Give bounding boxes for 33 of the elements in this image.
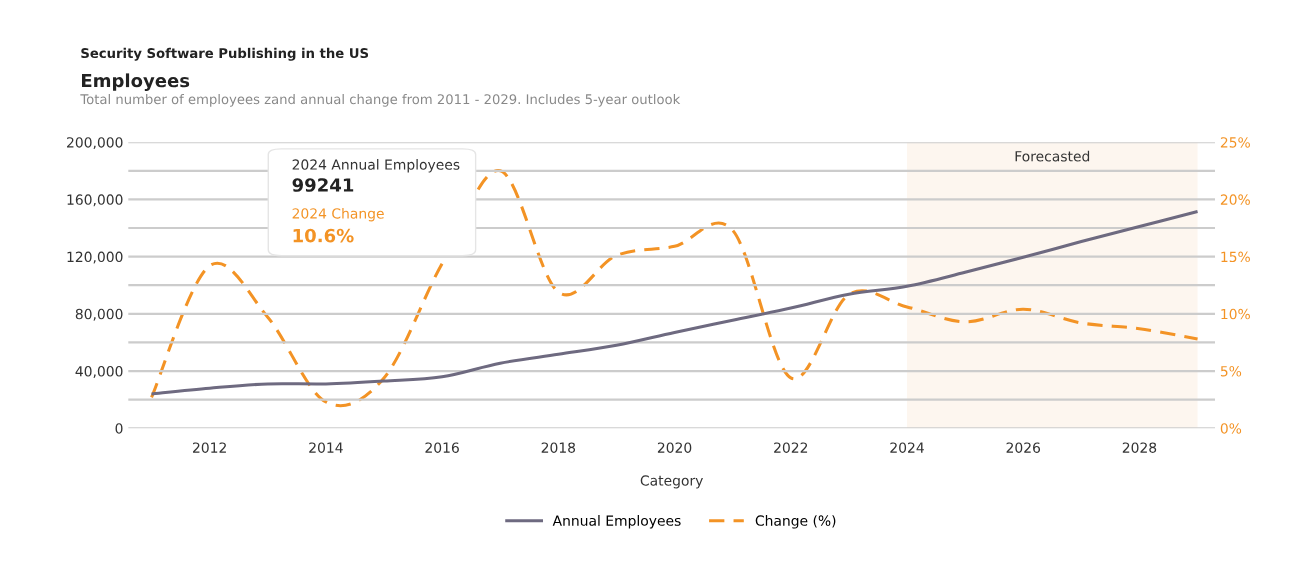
chart-subtitle: Total number of employees zand annual change from 2011 - 2029. Includes 5-year outlook [80, 93, 681, 107]
y2-tick-label: 5% [1220, 366, 1242, 377]
x-tick-label: 2018 [541, 442, 576, 453]
x-tick-label: 2016 [425, 442, 459, 453]
y-tick-label: 0 [115, 423, 123, 434]
y2-tick-label: 10% [1221, 308, 1250, 320]
y-tick-label: 200,000 [67, 137, 123, 150]
x-tick-label: 2022 [774, 442, 808, 453]
chart-title: Employees [82, 73, 190, 92]
x-tick-label: 2020 [657, 442, 692, 453]
x-axis-title: Category [640, 475, 703, 489]
y-tick-label: 80,000 [75, 308, 123, 321]
x-tick-label: 2024 [890, 442, 924, 453]
band-label: Forecasted [1015, 150, 1090, 162]
y2-tick-label: 0% [1220, 423, 1242, 434]
y-tick-label: 40,000 [75, 366, 123, 378]
legend-label: Change (%) [755, 515, 836, 529]
annotation: 2024 Change [292, 207, 384, 222]
y2-tick-label: 15% [1221, 251, 1250, 263]
x-tick-label: 2014 [309, 442, 343, 453]
annotation: 2024 Annual Employees [292, 159, 460, 173]
x-tick-label: 2026 [1006, 442, 1041, 453]
x-tick-label: 2012 [193, 442, 226, 453]
y2-tick-label: 25% [1220, 137, 1250, 148]
annotation: 10.6% [293, 228, 354, 243]
y-tick-label: 120,000 [67, 251, 123, 264]
text: Security Software Publishing in the US [81, 47, 369, 61]
y-tick-label: 160,000 [67, 194, 123, 207]
x-tick-label: 2028 [1122, 442, 1157, 453]
y2-tick-label: 20% [1220, 194, 1250, 205]
line-series [150, 210, 1200, 396]
annotation: 99241 [292, 178, 354, 192]
legend-label: Annual Employees [552, 515, 681, 529]
